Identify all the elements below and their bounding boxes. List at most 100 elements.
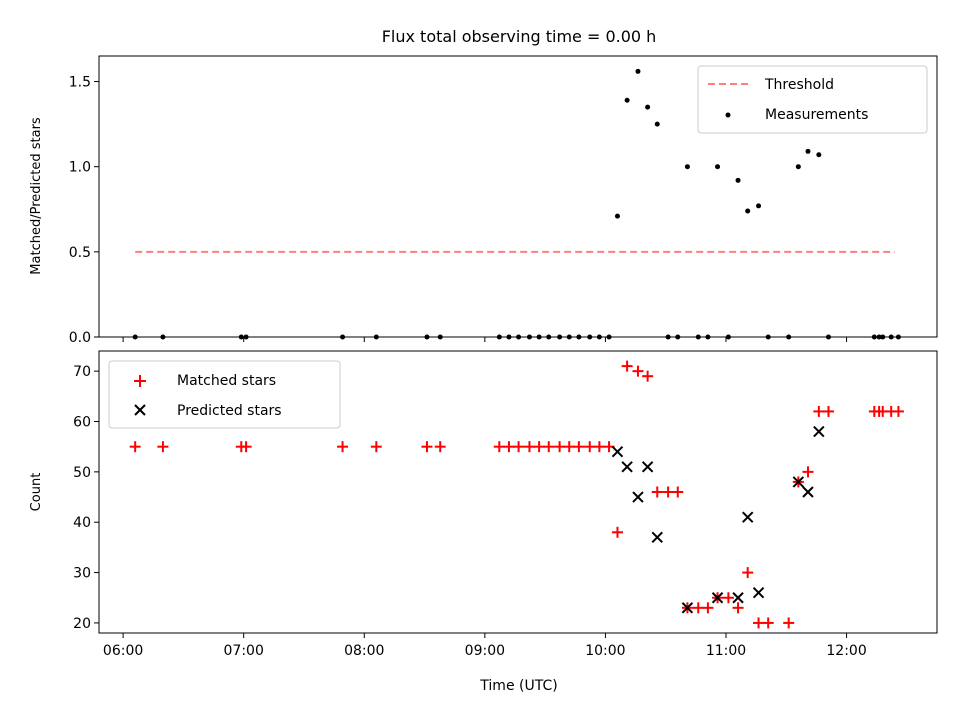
y-tick-label: 0.0 [69,330,91,346]
ratio-panel: Flux total observing time = 0.00 h Match… [29,27,938,346]
measurement-point [745,208,751,214]
matched-star-point [493,441,505,453]
legend-matched-label: Matched stars [177,373,276,389]
predicted-star-point [732,592,744,604]
matched-star-point [513,441,525,453]
matched-star-point [762,617,774,629]
matched-star-point [593,441,605,453]
bottom-plot-frame [98,350,938,634]
predicted-star-point [632,491,644,503]
predicted-star-point [651,531,663,544]
y-tick-label: 40 [73,515,91,531]
x-tick-label: 09:00 [465,643,505,659]
matched-star-point [584,441,596,453]
matched-star-point [563,441,575,453]
predicted-star-point [621,461,633,473]
predicted-star-point [641,461,654,473]
measurement-point [816,152,822,158]
matched-star-point [611,526,623,538]
predicted-star-point [792,476,805,488]
matched-star-point [802,466,814,478]
matched-star-point [240,441,252,453]
matched-star-point [722,592,734,604]
matched-star-point [783,617,795,629]
y-tick-label: 60 [73,415,91,431]
matched-star-point [672,486,684,498]
x-tick-label: 11:00 [706,643,746,659]
legend-measurements-swatch [725,112,731,118]
matched-star-point [662,486,674,498]
legend-threshold-label: Threshold [764,77,834,93]
measurement-point [654,121,660,127]
measurement-point [645,104,651,110]
bottom-y-axis-label: Count [29,473,44,512]
legend-measurements-label: Measurements [765,107,868,123]
predicted-star-point [813,425,825,438]
matched-star-point [632,365,644,377]
top-legend-box [697,65,928,134]
predicted-star-point [802,486,814,498]
matched-star-point [434,441,446,453]
matched-star-point [742,567,754,579]
measurement-point [805,148,811,154]
matched-star-point [813,405,825,417]
matched-star-point [753,617,765,629]
count-panel: Count 20 30 40 50 60 70 06:00 07:00 08:00 09:00 10… [29,350,938,694]
matched-star-point [573,441,585,453]
x-tick-label: 12:00 [826,643,866,659]
predicted-star-point [711,592,724,604]
matched-star-point [421,441,433,453]
matched-star-point [732,602,744,614]
matched-star-point [543,441,555,453]
matched-star-point [523,441,535,453]
matched-star-point [554,441,566,453]
matched-star-point [370,441,382,453]
y-tick-label: 30 [73,566,91,582]
x-tick-label: 06:00 [103,643,143,659]
measurement-point [624,97,630,103]
matched-star-point [692,602,704,614]
measurement-point [635,68,641,74]
y-tick-label: 1.5 [69,75,91,91]
measurement-point [735,177,741,183]
measurement-point [756,203,762,209]
matched-star-point [702,602,714,614]
matched-star-point [157,441,169,453]
y-tick-label: 50 [73,465,91,481]
legend-predicted-label: Predicted stars [177,403,282,419]
bottom-legend-box [108,360,341,429]
measurement-point [614,213,620,219]
matched-star-point [642,370,654,382]
matched-star-point [621,360,633,372]
matched-star-point [337,441,349,453]
top-plot-frame [98,55,938,338]
top-legend: Threshold Measurements [697,65,928,134]
y-tick-label: 20 [73,616,91,632]
predicted-star-point [752,587,765,599]
legend-matched-swatch [134,375,146,387]
x-tick-label: 08:00 [344,643,384,659]
predicted-star-point [681,602,694,614]
y-tick-label: 1.0 [69,160,91,176]
measurement-point [684,164,690,170]
y-tick-label: 70 [73,364,91,380]
matched-star-point [503,441,515,453]
matched-star-point [651,486,663,498]
matched-star-point [129,441,141,453]
predicted-star-point [741,511,754,523]
matched-star-point [533,441,545,453]
predicted-star-point [611,446,624,458]
x-axis-label: Time (UTC) [479,678,557,694]
legend-predicted-swatch [134,404,146,416]
measurement-point [795,164,801,170]
matched-star-point [892,405,904,417]
top-y-axis-label: Matched/Predicted stars [29,117,44,275]
chart-title: Flux total observing time = 0.00 h [382,27,657,46]
x-tick-label: 10:00 [585,643,625,659]
measurement-point [715,164,721,170]
y-tick-label: 0.5 [69,245,91,261]
bottom-legend: Matched stars Predicted stars [108,360,341,429]
x-tick-label: 07:00 [224,643,264,659]
matched-star-point [822,405,834,417]
